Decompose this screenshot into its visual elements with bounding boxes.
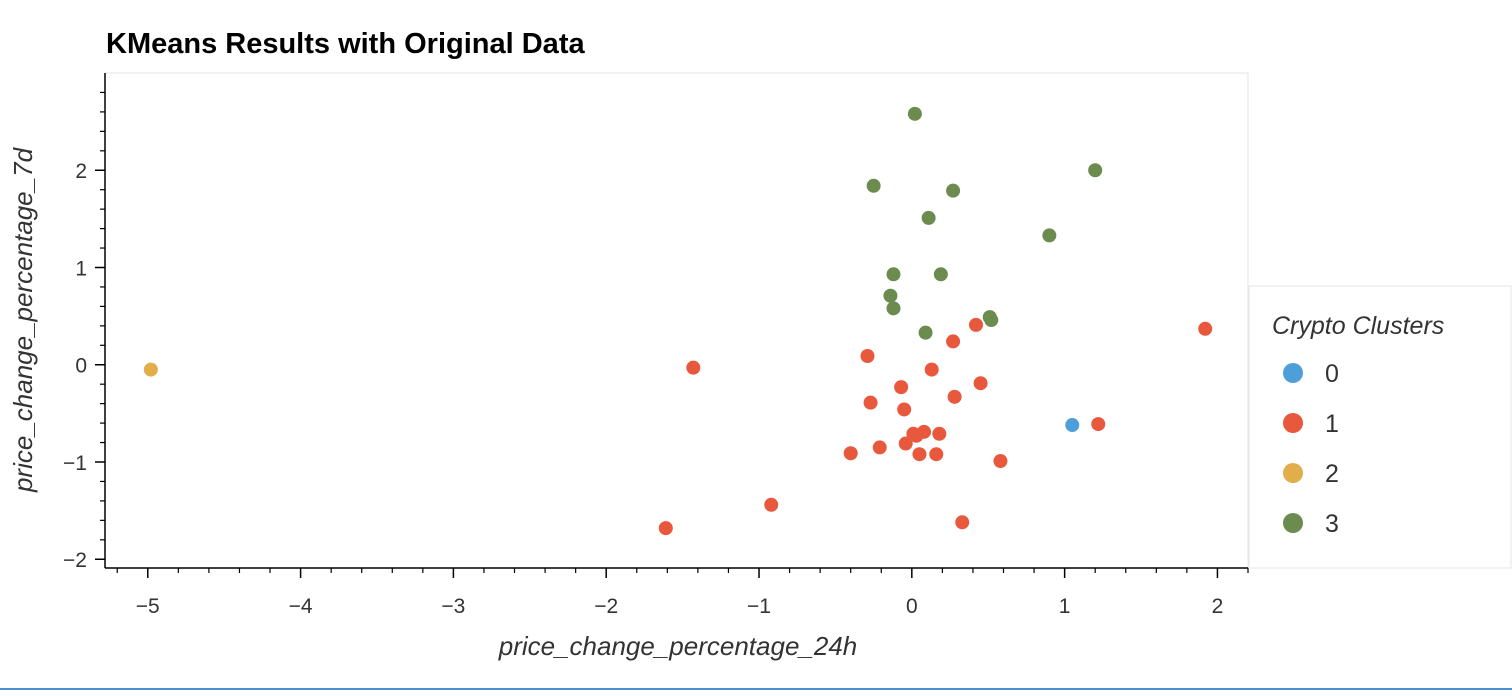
- point-cluster-3: [866, 178, 881, 193]
- point-cluster-1: [843, 446, 858, 461]
- legend-title: Crypto Clusters: [1272, 312, 1444, 340]
- point-cluster-1: [947, 389, 962, 404]
- point-cluster-1: [929, 447, 944, 462]
- point-cluster-3: [918, 325, 933, 340]
- point-cluster-1: [872, 440, 887, 455]
- x-tick-label: 2: [1212, 595, 1224, 618]
- legend: Crypto Clusters 0 1 2 3: [1248, 285, 1512, 569]
- point-cluster-3: [886, 267, 901, 282]
- point-cluster-1: [894, 380, 909, 395]
- point-cluster-3: [883, 288, 898, 303]
- point-cluster-3: [984, 313, 999, 328]
- plot-frame: [104, 72, 1249, 569]
- legend-label-1: 1: [1325, 410, 1339, 438]
- point-cluster-1: [973, 376, 988, 391]
- point-cluster-1: [686, 360, 701, 375]
- y-tick-label: −1: [63, 452, 87, 475]
- point-cluster-1: [969, 317, 984, 332]
- x-tick-label: −5: [136, 595, 160, 618]
- point-cluster-1: [924, 362, 939, 377]
- point-cluster-3: [921, 210, 936, 225]
- point-cluster-3: [933, 267, 948, 282]
- legend-marker-0: [1283, 363, 1303, 383]
- point-cluster-3: [907, 106, 922, 121]
- point-cluster-0: [1065, 418, 1080, 433]
- legend-label-3: 3: [1325, 510, 1339, 538]
- y-tick-label: 1: [75, 257, 87, 280]
- axes: −5 −4 −3 −2 −1 0 1 2 −2 −1 0 1 2: [63, 73, 1249, 618]
- point-cluster-1: [764, 497, 779, 512]
- x-tick-label: −2: [594, 595, 618, 618]
- point-cluster-3: [1088, 163, 1103, 178]
- point-cluster-3: [946, 183, 961, 198]
- legend-marker-2: [1283, 463, 1303, 483]
- legend-marker-3: [1283, 513, 1303, 533]
- point-cluster-1: [860, 348, 875, 363]
- chart-title: KMeans Results with Original Data: [106, 28, 585, 60]
- point-cluster-1: [906, 426, 921, 441]
- y-tick-label: −2: [63, 549, 87, 572]
- point-cluster-1: [955, 515, 970, 530]
- legend-label-2: 2: [1325, 460, 1339, 488]
- point-cluster-1: [946, 334, 961, 349]
- point-cluster-1: [993, 454, 1008, 469]
- x-tick-label: 1: [1059, 595, 1071, 618]
- point-cluster-1: [898, 436, 913, 451]
- bottom-divider: [0, 688, 1512, 690]
- point-cluster-3: [1042, 228, 1057, 243]
- point-cluster-1: [1091, 417, 1106, 432]
- point-cluster-1: [658, 521, 673, 536]
- point-cluster-1: [932, 426, 947, 441]
- point-cluster-1: [897, 402, 912, 417]
- y-tick-label: 2: [75, 160, 87, 183]
- x-tick-label: −1: [747, 595, 771, 618]
- point-cluster-1: [1198, 321, 1213, 336]
- legend-label-0: 0: [1325, 360, 1339, 388]
- x-tick-label: −3: [441, 595, 465, 618]
- x-tick-label: −4: [289, 595, 313, 618]
- y-axis-label: price_change_percentage_7d: [8, 146, 38, 493]
- x-axis-label: price_change_percentage_24h: [498, 631, 858, 661]
- point-cluster-1: [912, 447, 927, 462]
- point-cluster-1: [863, 395, 878, 410]
- point-cluster-2: [143, 362, 158, 377]
- y-tick-label: 0: [75, 355, 87, 378]
- data-points: [143, 106, 1213, 536]
- point-cluster-3: [886, 301, 901, 316]
- x-tick-label: 0: [906, 595, 918, 618]
- legend-marker-1: [1283, 413, 1303, 433]
